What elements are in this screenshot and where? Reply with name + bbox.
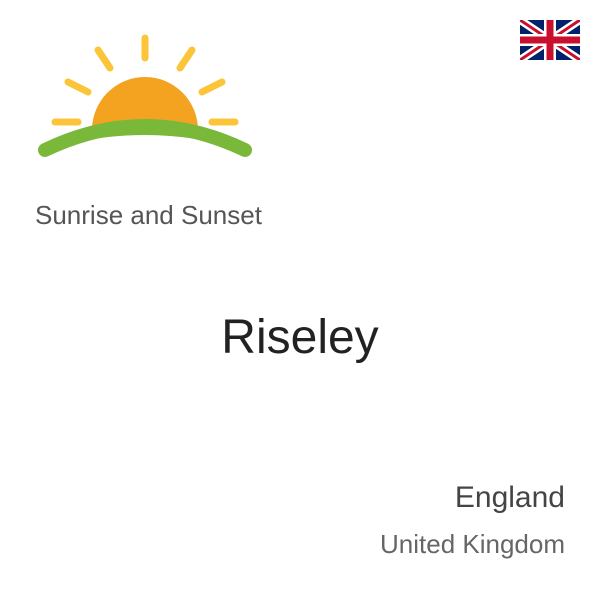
tagline-text: Sunrise and Sunset [35, 200, 262, 231]
uk-flag-icon [520, 20, 580, 60]
country-name: United Kingdom [380, 529, 565, 560]
region-name: England [455, 481, 565, 515]
city-name: Riseley [0, 310, 600, 365]
sunrise-logo-icon [30, 30, 260, 180]
